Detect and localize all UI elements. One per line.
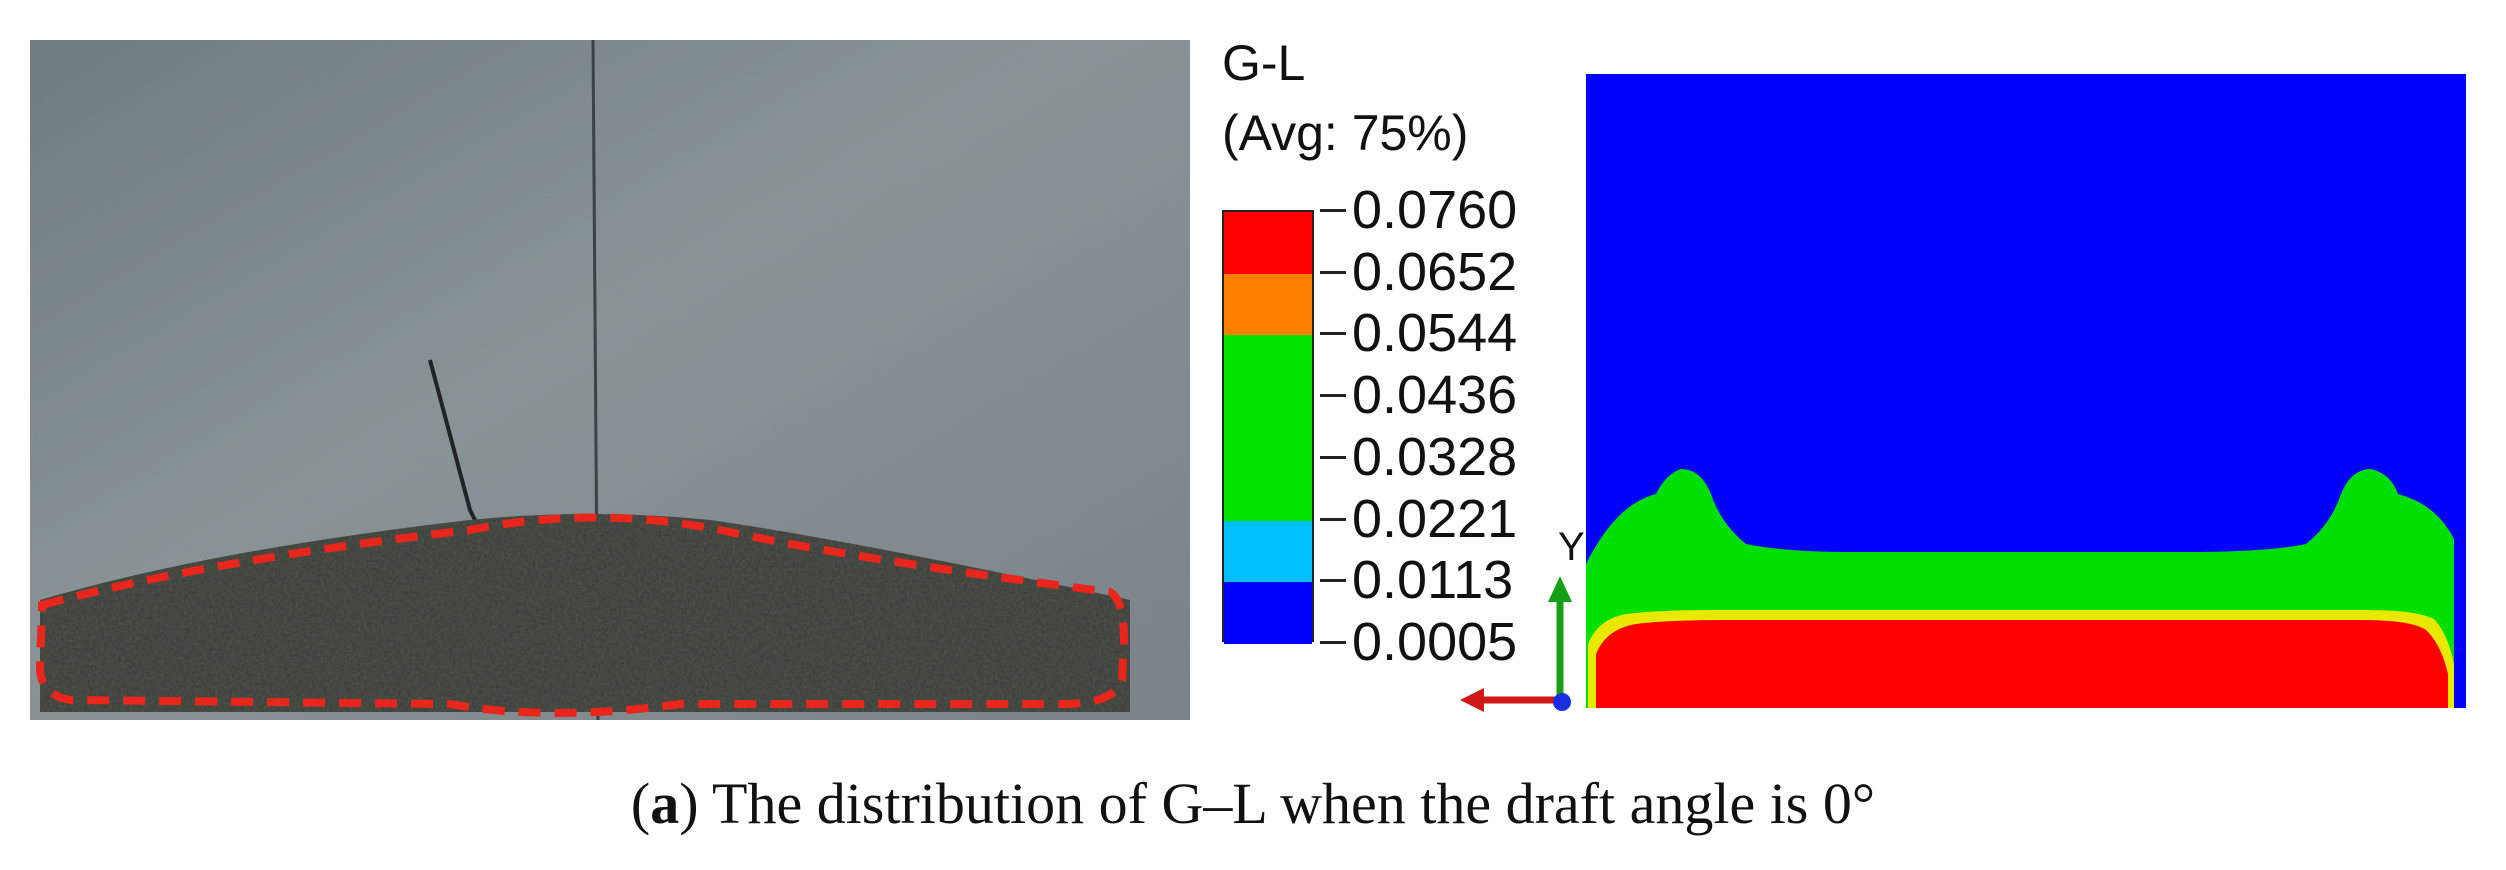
legend-tick-mark <box>1320 332 1346 336</box>
legend-tick-label: 0.0221 <box>1352 488 1518 549</box>
legend-tick-label: 0.0328 <box>1352 426 1518 487</box>
triad-y-arrowhead <box>1548 576 1572 602</box>
fem-red-region <box>1596 620 2448 708</box>
legend-tick-label: 0.0760 <box>1352 180 1518 240</box>
triad-origin-dot <box>1553 693 1571 711</box>
legend-segment-5 <box>1224 520 1312 583</box>
legend-segment-3 <box>1224 397 1312 460</box>
legend-tick-label: 0.0652 <box>1352 241 1518 302</box>
legend-tick-label: 0.0113 <box>1352 550 1514 611</box>
legend-tick-labels: 0.0760 0.0652 0.0544 0.0436 0.0328 0.0221 0.01… <box>1320 0 1540 700</box>
legend-tick-mark <box>1320 579 1346 583</box>
dashed-outline <box>35 513 1129 717</box>
specimen-photo <box>30 40 1190 720</box>
legend-tick-mark <box>1320 641 1346 644</box>
legend-segment-2 <box>1224 335 1312 398</box>
legend-tick-mark <box>1320 394 1346 398</box>
legend-segment-4 <box>1224 458 1312 522</box>
legend-title-line1: G-L <box>1222 35 1306 91</box>
legend-tick-label: 0.0005 <box>1352 612 1518 672</box>
legend-title: G-L (Avg: 75%) <box>1222 28 1468 168</box>
legend-tick-label: 0.0544 <box>1352 303 1518 364</box>
legend-color-bar <box>1222 210 1314 645</box>
legend-tick-label: 0.0436 <box>1352 365 1518 426</box>
legend-tick-mark <box>1320 270 1346 274</box>
caption-letter: a <box>650 771 680 836</box>
legend-tick-mark <box>1320 455 1346 459</box>
legend-segment-6 <box>1224 582 1312 645</box>
triad-x-arrowhead <box>1460 688 1484 712</box>
figure-caption: (a) The distribution of G–L when the dra… <box>630 771 1876 836</box>
coordinate-triad: Y X <box>1460 525 1585 712</box>
legend-segment-0 <box>1224 212 1312 275</box>
triad-y-label: Y <box>1558 525 1585 569</box>
fem-contour-plot <box>1586 74 2466 708</box>
legend-title-line2: (Avg: 75%) <box>1222 105 1469 161</box>
legend-tick-mark <box>1320 209 1346 212</box>
legend-segment-1 <box>1224 273 1312 336</box>
caption-text: The distribution of G–L when the draft a… <box>712 771 1876 836</box>
legend-tick-mark <box>1320 517 1346 521</box>
